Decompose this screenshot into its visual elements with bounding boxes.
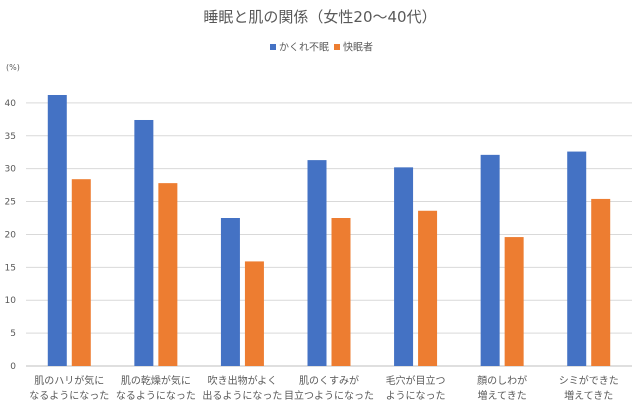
bars (47, 94, 611, 367)
legend: かくれ不眠 快眠者 (270, 42, 373, 54)
x-tick-label: 肌の乾燥が気に (121, 374, 191, 387)
x-tick-label: 吹き出物がよく (208, 374, 278, 387)
y-axis-unit: (%) (6, 63, 20, 72)
bar-series1 (480, 154, 500, 366)
legend-label: 快眠者 (343, 42, 373, 54)
x-axis-labels: 肌のハリが気になるようになった肌の乾燥が気になるようになった吹き出物がよく出るよ… (29, 374, 618, 402)
x-tick-label: 肌のハリが気に (34, 374, 104, 387)
bar-series1 (47, 94, 67, 367)
bar-series1 (134, 119, 154, 366)
bar-series1 (220, 218, 240, 366)
bar-series2 (331, 218, 351, 366)
x-tick-label: 毛穴が目立つ (386, 374, 446, 387)
bar-series2 (418, 210, 438, 366)
x-tick-label: 目立つようになった (284, 389, 374, 402)
y-axis-ticks: 0 5 10 15 20 25 30 35 40 (5, 99, 17, 372)
x-tick-label: シミができた (559, 374, 619, 387)
y-tick-label: 0 (10, 362, 16, 372)
y-tick-label: 35 (5, 132, 16, 142)
y-tick-label: 30 (5, 165, 17, 175)
legend-swatch (334, 44, 340, 50)
x-tick-label: ようになった (386, 390, 446, 402)
x-tick-label: なるようになった (29, 390, 109, 402)
legend-swatch (270, 44, 276, 50)
x-tick-label: 増えてきた (478, 389, 527, 402)
y-tick-label: 10 (5, 296, 17, 306)
x-tick-label: 顔のしわが (477, 374, 527, 387)
bar-series2 (591, 198, 611, 366)
x-tick-label: 肌のくすみが (299, 374, 359, 387)
chart-title: 睡眠と肌の関係（女性20〜40代） (203, 8, 436, 26)
legend-label: かくれ不眠 (279, 42, 329, 54)
bar-series1 (307, 160, 327, 366)
x-tick-label: 増えてきた (564, 389, 613, 402)
y-tick-label: 20 (5, 230, 17, 240)
bar-series2 (158, 183, 178, 366)
y-tick-label: 5 (10, 329, 16, 339)
x-tick-label: 出るようになった (202, 389, 282, 402)
bar-series1 (567, 151, 587, 366)
y-tick-label: 15 (5, 263, 16, 273)
y-tick-label: 40 (5, 99, 17, 109)
x-tick-label: なるようになった (116, 390, 196, 402)
bar-series2 (504, 237, 524, 366)
bar-series2 (71, 179, 91, 366)
gridlines (26, 102, 632, 367)
bar-series1 (394, 167, 414, 366)
bar-series2 (244, 261, 264, 366)
y-tick-label: 25 (5, 198, 16, 208)
